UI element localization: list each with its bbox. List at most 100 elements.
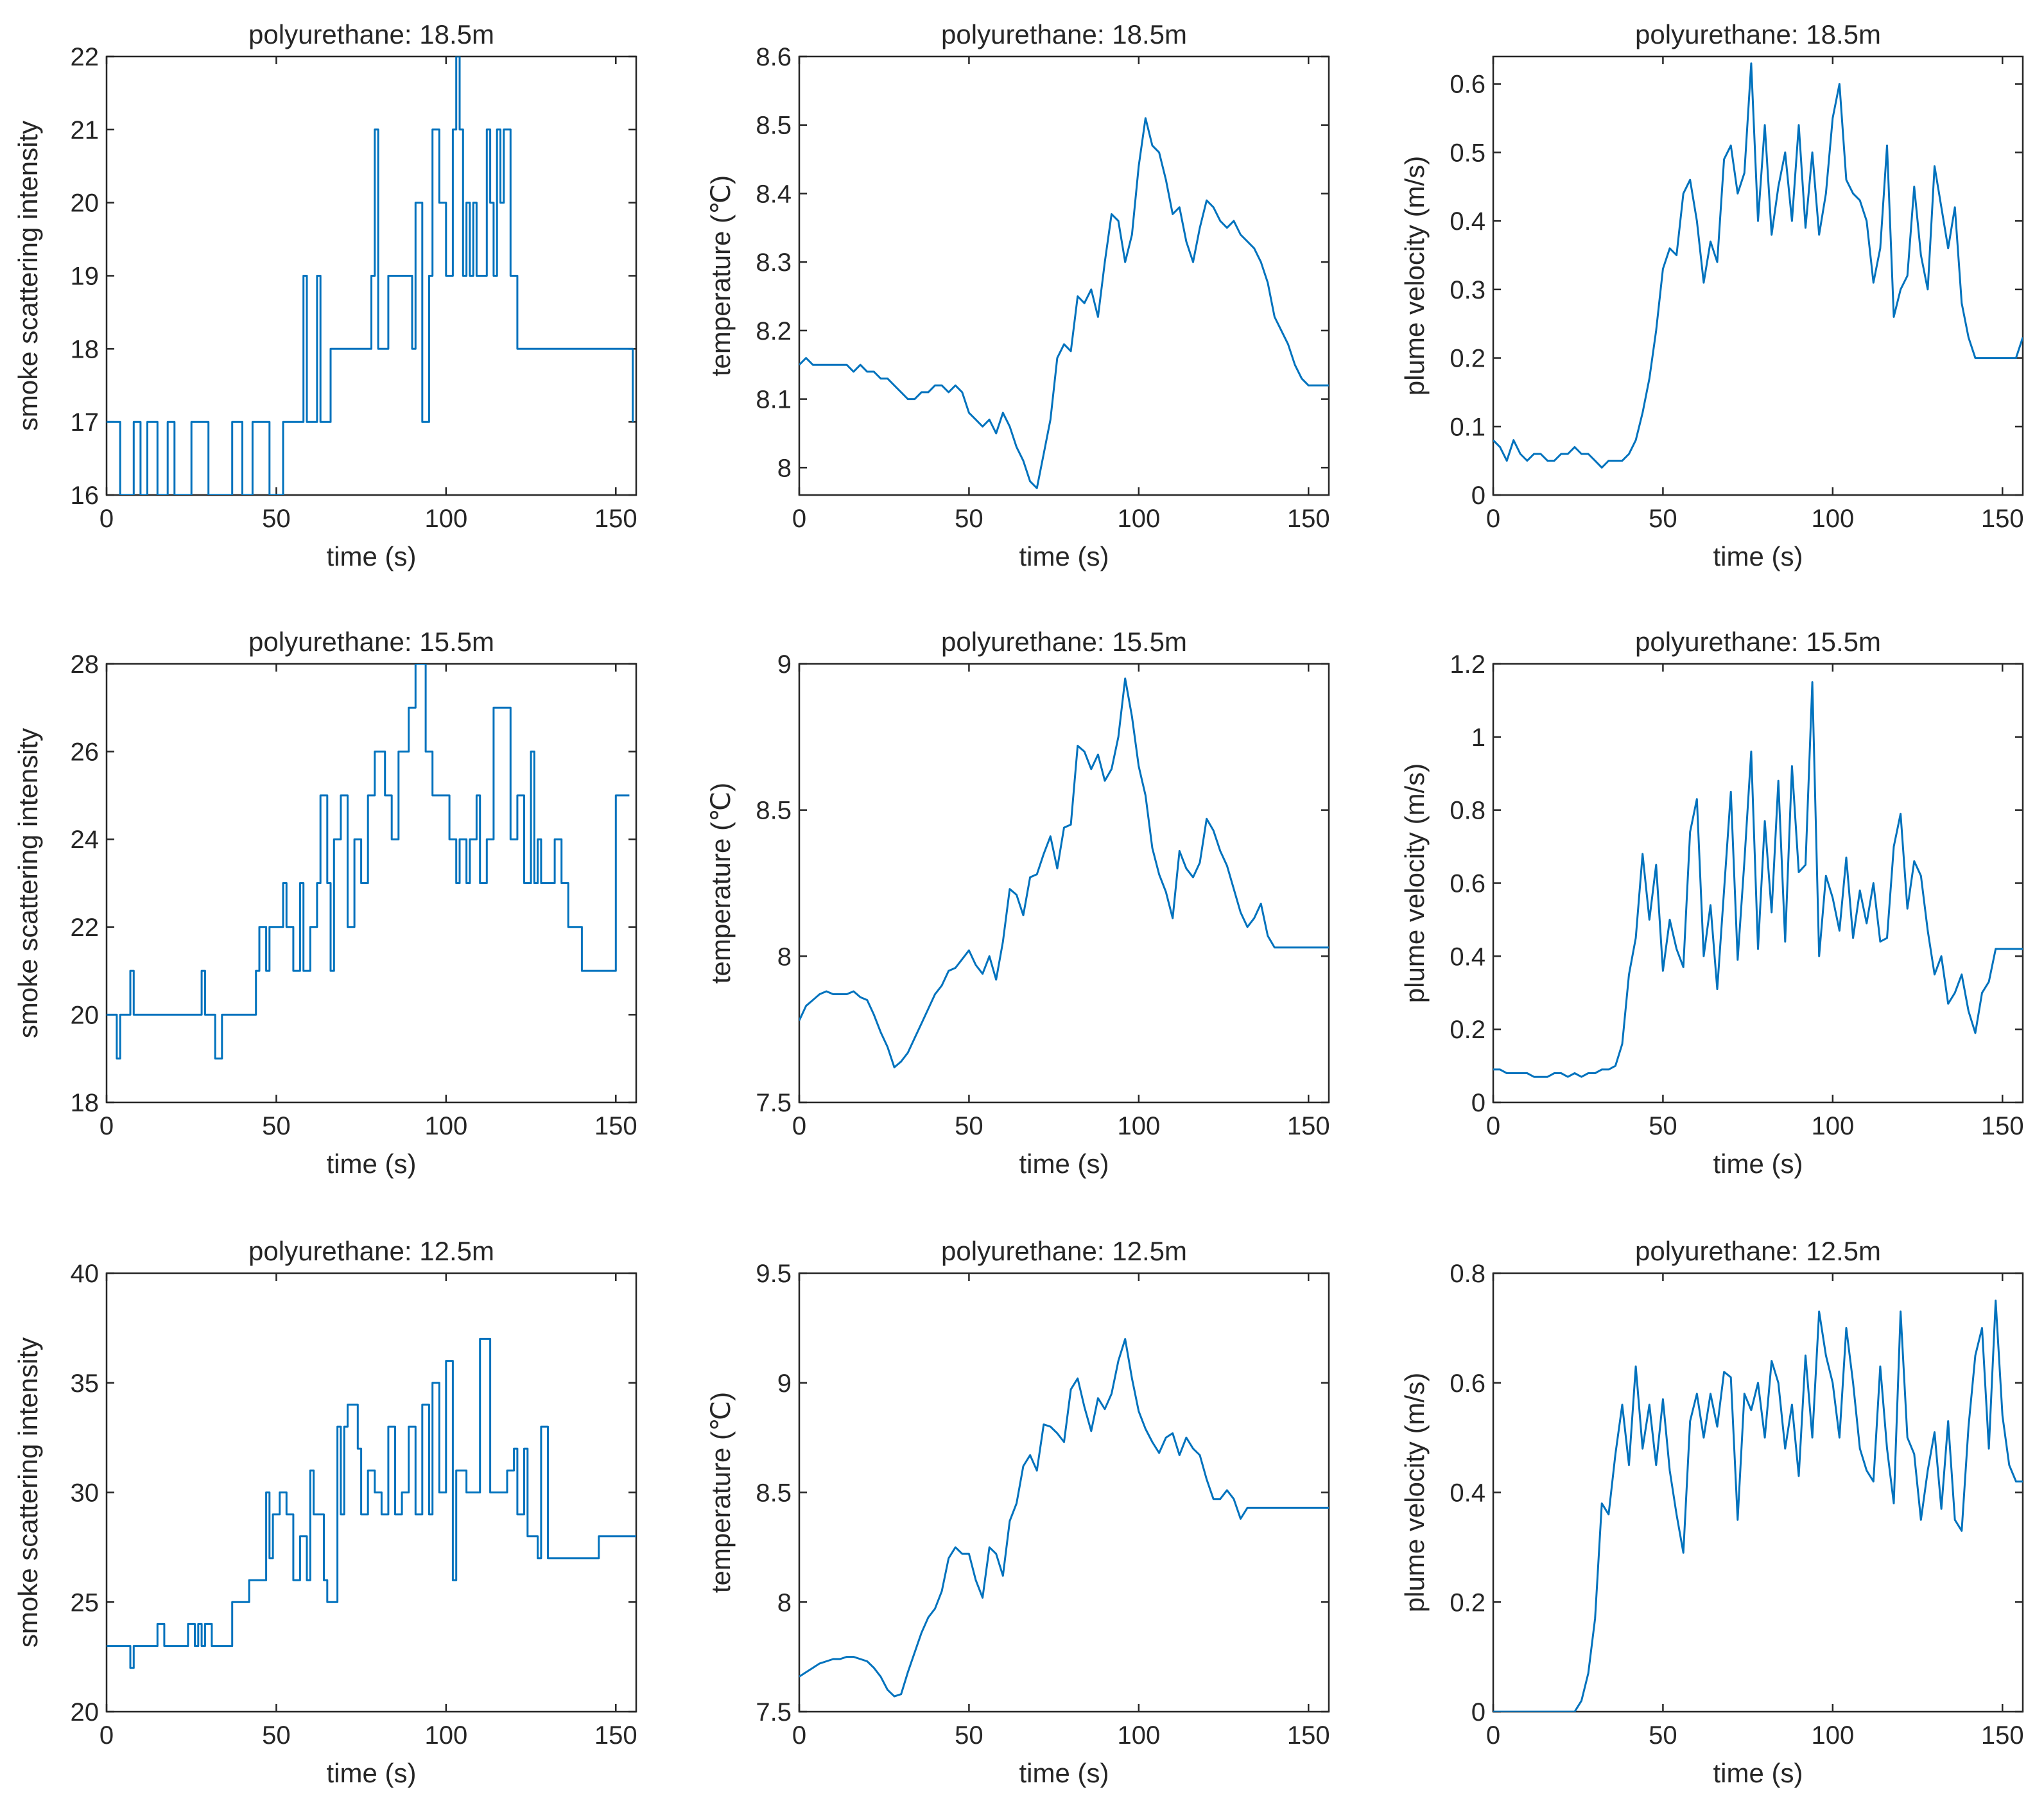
- x-axis-label: time (s): [1019, 1149, 1109, 1179]
- subplot-7: 0 50 100 150 20 25 30 35 40 polyurethane: 12.5m ti…: [13, 1236, 637, 1788]
- y-tick-label: 35: [71, 1369, 100, 1398]
- x-tick-label: 150: [1287, 505, 1330, 533]
- y-tick-label: 8.1: [756, 386, 792, 414]
- x-axis-label: time (s): [327, 541, 417, 571]
- series-line-temperature: [799, 1338, 1329, 1698]
- y-tick-label: 25: [71, 1588, 100, 1617]
- subplot-9: 0 50 100 150 0 0.2 0.4 0.6 0.8 polyurethane: 12.5…: [1399, 1236, 2024, 1788]
- x-tick-label: 50: [1649, 1112, 1677, 1140]
- y-tick-label: 0.2: [1450, 345, 1485, 373]
- y-tick-label: 22: [71, 43, 100, 71]
- x-tick-label: 50: [955, 1721, 983, 1750]
- y-axis-label: temperature (℃): [706, 783, 736, 984]
- y-tick-label: 8: [777, 943, 792, 971]
- y-tick-label: 0: [1471, 482, 1485, 510]
- y-tick-label: 24: [71, 826, 100, 854]
- chart-title: polyurethane: 15.5m: [248, 627, 494, 657]
- subplot-4: 0 50 100 150 18 20 22 24 26 28 polyurethane: 15.5m…: [13, 627, 637, 1179]
- x-tick-label: 50: [262, 505, 291, 533]
- y-tick-label: 18: [71, 335, 100, 363]
- x-tick-label: 50: [1649, 1721, 1677, 1750]
- y-tick-label: 8: [777, 454, 792, 482]
- x-tick-label: 100: [424, 1112, 467, 1140]
- y-tick-label: 8.3: [756, 248, 792, 277]
- series-line-smoke-scattering-intensity: [107, 57, 634, 495]
- y-axis-label: smoke scattering intensity: [13, 1337, 43, 1647]
- y-tick-label: 8: [777, 1588, 792, 1617]
- chart-title: polyurethane: 18.5m: [1635, 19, 1881, 49]
- y-tick-label: 18: [71, 1089, 100, 1117]
- x-tick-label: 0: [100, 1112, 114, 1140]
- x-tick-label: 150: [1981, 1721, 2024, 1750]
- y-tick-label: 0.1: [1450, 413, 1485, 441]
- y-axis-label: temperature (℃): [706, 175, 736, 376]
- subplot-6: 0 50 100 150 0 0.2 0.4 0.6 0.8 1 1.2 polyurethane: …: [1399, 627, 2024, 1179]
- subplot-1: 0 50 100 150 16 17 18 19 20 21 22 polyurethane: 18.…: [13, 19, 637, 571]
- chart-title: polyurethane: 12.5m: [1635, 1236, 1881, 1266]
- y-tick-label: 8.5: [756, 112, 792, 140]
- x-axis-label: time (s): [1713, 1758, 1803, 1788]
- y-tick-label: 16: [71, 482, 100, 510]
- y-tick-label: 9: [777, 1369, 792, 1398]
- x-tick-label: 50: [262, 1112, 291, 1140]
- axes-frame: [798, 55, 1330, 496]
- y-tick-label: 0: [1471, 1698, 1485, 1726]
- x-tick-label: 100: [1117, 505, 1160, 533]
- x-tick-label: 50: [955, 505, 983, 533]
- y-tick-label: 21: [71, 116, 100, 144]
- y-tick-label: 19: [71, 263, 100, 291]
- y-tick-label: 0.2: [1450, 1588, 1485, 1617]
- x-tick-label: 150: [1981, 505, 2024, 533]
- y-tick-label: 17: [71, 408, 100, 437]
- y-tick-label: 1.2: [1450, 650, 1485, 679]
- x-tick-label: 0: [1486, 1112, 1500, 1140]
- axes-frame: [1492, 55, 2024, 496]
- axes-frame: [1492, 663, 2024, 1104]
- x-axis-label: time (s): [1713, 541, 1803, 571]
- y-tick-label: 0: [1471, 1089, 1485, 1117]
- y-tick-label: 7.5: [756, 1089, 792, 1117]
- y-tick-label: 0.4: [1450, 207, 1485, 236]
- y-tick-label: 22: [71, 914, 100, 942]
- y-axis-label: smoke scattering intensity: [13, 121, 43, 431]
- y-axis-label: plume velocity (m/s): [1399, 156, 1430, 396]
- y-tick-label: 7.5: [756, 1698, 792, 1726]
- x-tick-label: 150: [594, 505, 637, 533]
- y-tick-label: 8.6: [756, 43, 792, 71]
- y-tick-label: 0.8: [1450, 1260, 1485, 1288]
- y-tick-label: 0.6: [1450, 1369, 1485, 1398]
- axes-frame: [798, 1272, 1330, 1713]
- y-axis-label: plume velocity (m/s): [1399, 1373, 1430, 1612]
- x-tick-label: 150: [594, 1112, 637, 1140]
- x-axis-label: time (s): [1019, 541, 1109, 571]
- y-tick-label: 8.2: [756, 317, 792, 345]
- x-tick-label: 100: [1117, 1721, 1160, 1750]
- subplot-2: 0 50 100 150 8 8.1 8.2 8.3 8.4 8.5 8.6 polyurethane…: [706, 19, 1330, 571]
- y-axis-label: temperature (℃): [706, 1392, 736, 1593]
- y-tick-label: 8.5: [756, 1479, 792, 1508]
- x-tick-label: 100: [1811, 1721, 1854, 1750]
- x-tick-label: 100: [424, 1721, 467, 1750]
- x-tick-label: 0: [100, 505, 114, 533]
- y-tick-label: 26: [71, 738, 100, 767]
- y-tick-label: 0.3: [1450, 276, 1485, 304]
- x-axis-label: time (s): [1713, 1149, 1803, 1179]
- axes-frame: [105, 663, 637, 1104]
- x-tick-label: 150: [1287, 1721, 1330, 1750]
- y-tick-label: 9: [777, 650, 792, 679]
- y-tick-label: 0.5: [1450, 139, 1485, 167]
- x-tick-label: 0: [792, 1112, 806, 1140]
- y-tick-label: 0.4: [1450, 1479, 1485, 1508]
- x-tick-label: 50: [955, 1112, 983, 1140]
- x-tick-label: 150: [1981, 1112, 2024, 1140]
- y-axis-label: plume velocity (m/s): [1399, 763, 1430, 1003]
- x-tick-label: 0: [792, 505, 806, 533]
- series-line-plume-velocity-m-s: [1493, 62, 2023, 469]
- x-tick-label: 100: [424, 505, 467, 533]
- y-tick-label: 20: [71, 1001, 100, 1029]
- y-tick-label: 28: [71, 650, 100, 679]
- series-line-plume-velocity-m-s: [1493, 681, 2023, 1078]
- subplot-8: 0 50 100 150 7.5 8 8.5 9 9.5 polyurethane: 12.5m t…: [706, 1236, 1330, 1788]
- series-line-temperature: [799, 677, 1329, 1068]
